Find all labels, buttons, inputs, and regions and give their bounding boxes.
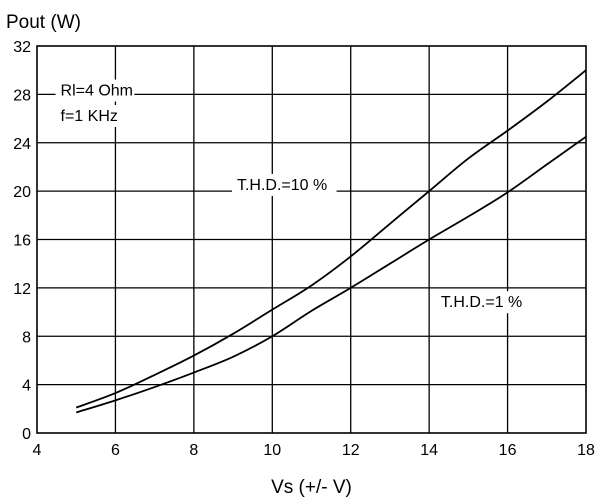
x-tick-label: 8 (189, 442, 198, 459)
y-tick-label: 32 (13, 39, 31, 56)
x-tick-label: 4 (33, 442, 42, 459)
y-tick-label: 0 (22, 426, 31, 443)
x-tick-label: 12 (342, 442, 360, 459)
x-tick-label: 10 (263, 442, 281, 459)
x-tick-label: 14 (420, 442, 438, 459)
annotation-background (231, 173, 337, 196)
y-tick-label: 24 (13, 136, 31, 153)
y-tick-labels: 0 4 8 12 16 20 24 28 32 (13, 39, 31, 443)
y-tick-label: 16 (13, 233, 31, 250)
annotation-background (435, 291, 532, 314)
annotation-background (55, 79, 135, 102)
y-tick-label: 8 (22, 329, 31, 346)
annotation-text: f=1 KHz (61, 108, 118, 125)
x-tick-label: 16 (499, 442, 517, 459)
annotation-background (55, 104, 126, 127)
y-tick-label: 4 (22, 378, 31, 395)
plot-frame (36, 45, 587, 434)
series-lines (75, 69, 587, 414)
y-tick-label: 20 (13, 184, 31, 201)
annotation-text: T.H.D.=1 % (441, 294, 522, 311)
x-axis-title: Vs (+/- V) (271, 477, 352, 498)
annotation-text: Rl=4 Ohm (61, 83, 133, 100)
series-line (75, 135, 587, 414)
x-tick-label: 18 (577, 442, 595, 459)
grid-lines (37, 46, 586, 433)
x-tick-labels: 4 6 8 10 12 14 16 18 (33, 442, 595, 459)
y-axis-title: Pout (W) (6, 12, 81, 33)
series-line (75, 69, 587, 409)
annotation-text: T.H.D.=10 % (237, 177, 327, 194)
y-tick-label: 12 (13, 281, 31, 298)
annotation-labels: Rl=4 Ohm f=1 KHz T.H.D.=10 % T.H.D.=1 % (55, 79, 532, 314)
y-tick-label: 28 (13, 87, 31, 104)
x-tick-label: 6 (111, 442, 120, 459)
